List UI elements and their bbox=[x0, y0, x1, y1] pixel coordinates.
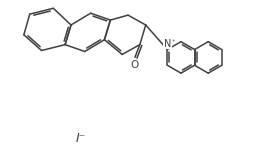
Text: I⁻: I⁻ bbox=[76, 133, 86, 145]
Text: ⁺: ⁺ bbox=[171, 40, 175, 46]
Text: N: N bbox=[164, 39, 171, 49]
Text: O: O bbox=[131, 60, 139, 70]
